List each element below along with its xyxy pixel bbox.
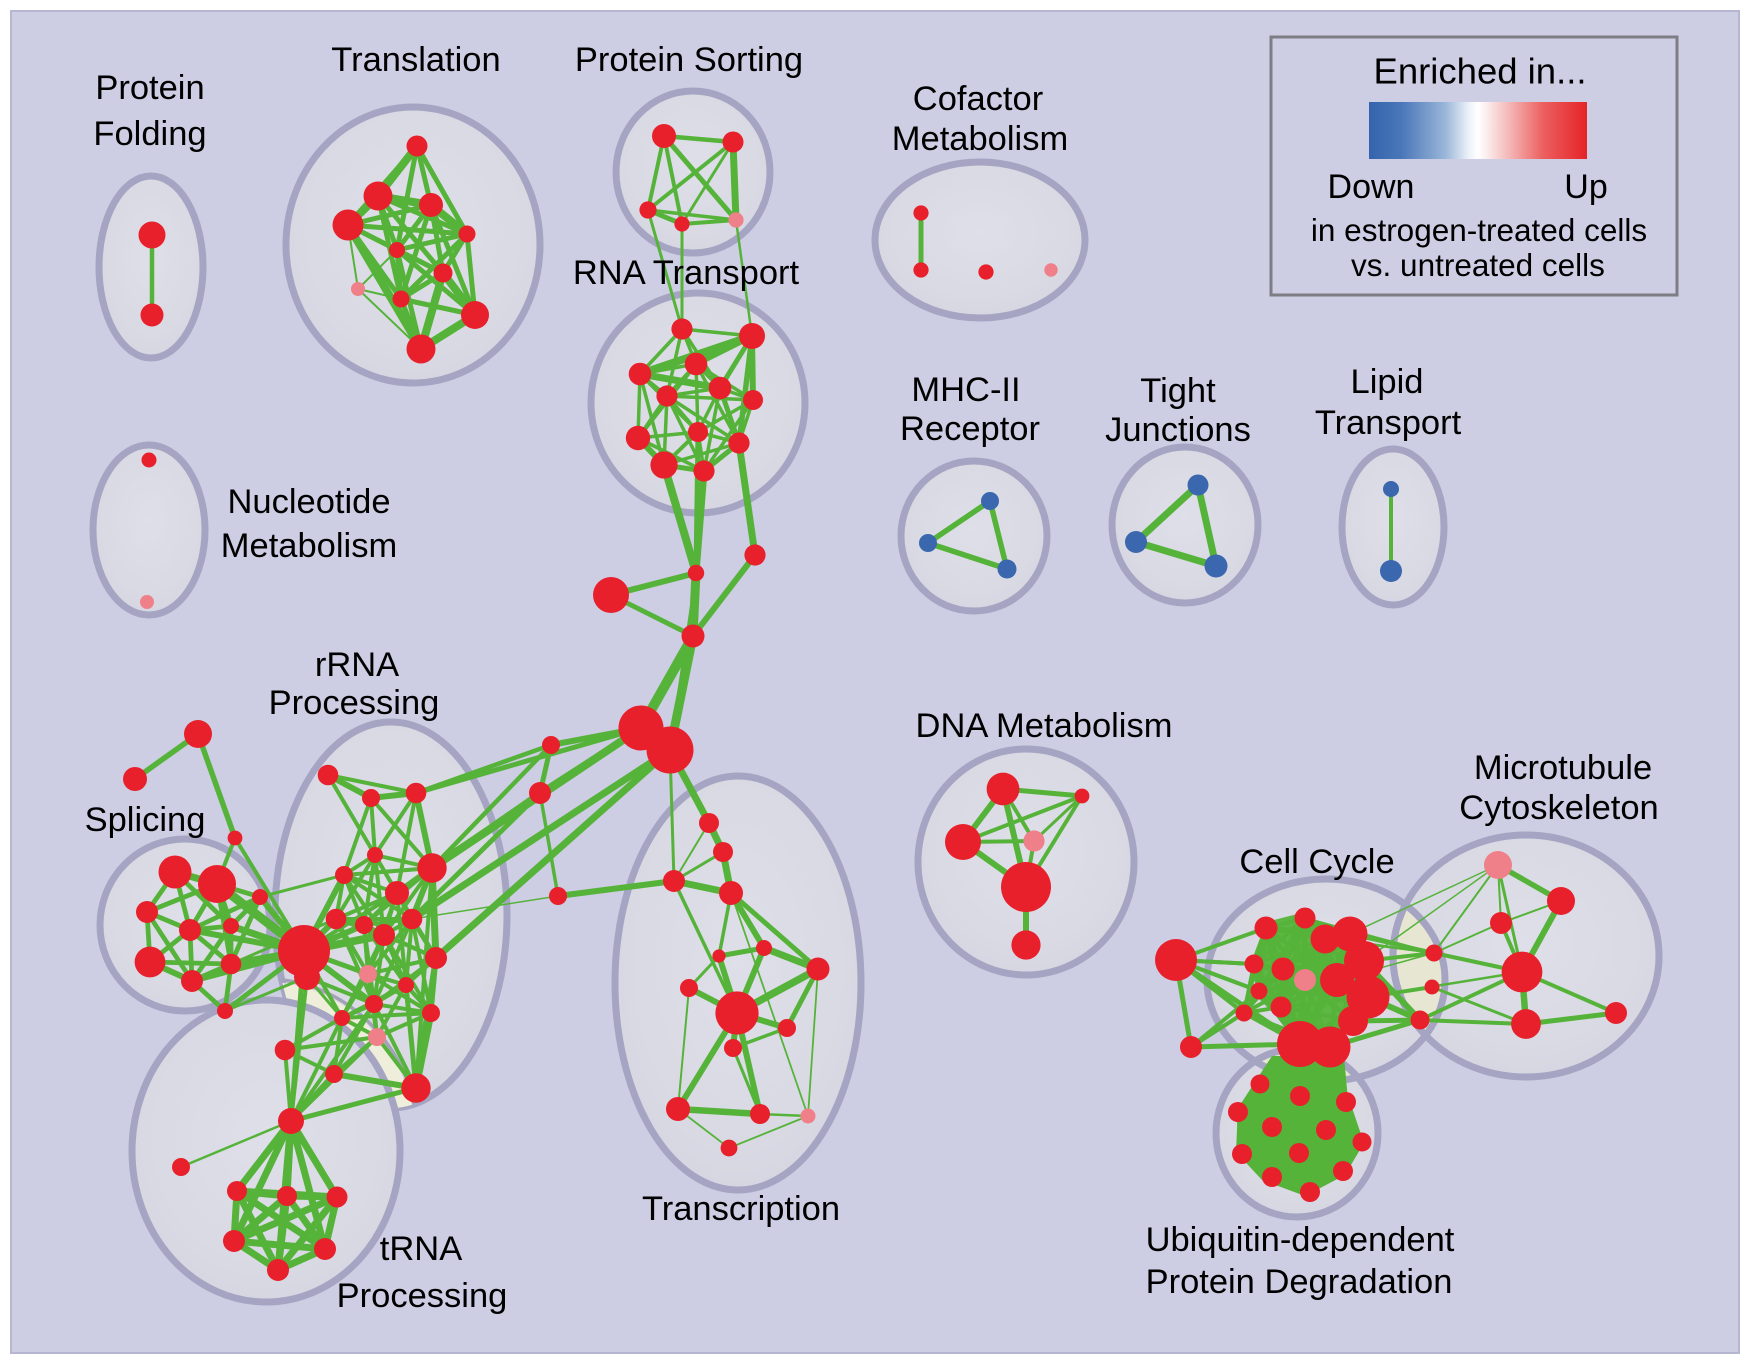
svg-text:Up: Up (1564, 168, 1607, 206)
svg-text:Ubiquitin-dependent: Ubiquitin-dependent (1146, 1221, 1455, 1259)
svg-text:Enriched in...: Enriched in... (1373, 51, 1586, 92)
svg-text:Metabolism: Metabolism (221, 527, 397, 565)
svg-text:Cofactor: Cofactor (913, 80, 1043, 118)
svg-text:Protein: Protein (95, 69, 204, 107)
svg-text:Lipid: Lipid (1351, 363, 1424, 401)
svg-text:vs. untreated cells: vs. untreated cells (1351, 247, 1605, 283)
svg-text:rRNA: rRNA (315, 646, 399, 684)
svg-text:Metabolism: Metabolism (892, 120, 1068, 158)
svg-text:Cell Cycle: Cell Cycle (1239, 843, 1394, 881)
svg-text:Splicing: Splicing (85, 801, 206, 839)
svg-text:Microtubule: Microtubule (1474, 749, 1652, 787)
svg-text:Receptor: Receptor (900, 410, 1040, 448)
svg-text:Transcription: Transcription (642, 1190, 840, 1228)
svg-text:Down: Down (1328, 168, 1415, 206)
svg-text:Processing: Processing (269, 684, 440, 722)
svg-text:Folding: Folding (93, 115, 206, 153)
svg-text:in estrogen-treated cells: in estrogen-treated cells (1311, 212, 1647, 248)
svg-text:Processing: Processing (337, 1277, 508, 1315)
svg-text:Translation: Translation (331, 41, 500, 79)
svg-text:Transport: Transport (1315, 404, 1462, 442)
svg-text:DNA Metabolism: DNA Metabolism (916, 707, 1173, 745)
svg-text:Protein Sorting: Protein Sorting (575, 41, 803, 79)
svg-text:RNA Transport: RNA Transport (573, 254, 800, 292)
svg-text:Protein Degradation: Protein Degradation (1146, 1263, 1453, 1301)
svg-text:MHC-II: MHC-II (911, 371, 1020, 409)
svg-text:Tight: Tight (1140, 372, 1216, 410)
svg-text:Nucleotide: Nucleotide (227, 483, 390, 521)
svg-text:Cytoskeleton: Cytoskeleton (1459, 789, 1658, 827)
svg-text:Junctions: Junctions (1105, 411, 1251, 449)
svg-text:tRNA: tRNA (380, 1230, 462, 1268)
